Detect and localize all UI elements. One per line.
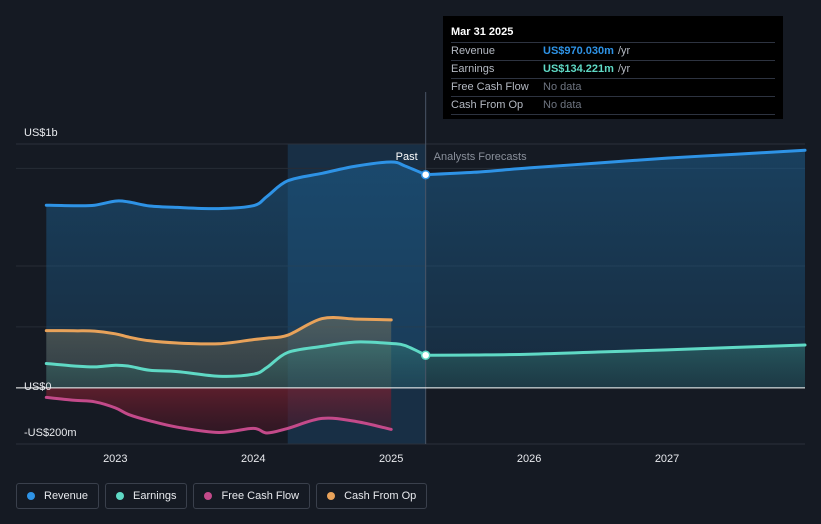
series-line-revenue bbox=[44, 160, 428, 211]
series-line-free-cash-flow bbox=[44, 395, 393, 435]
y-axis-labels: US$1b US$0 -US$200m bbox=[24, 127, 77, 439]
tooltip-value: No data bbox=[543, 81, 582, 93]
x-tick-label: 2024 bbox=[241, 453, 265, 465]
tooltip-label: Earnings bbox=[451, 63, 495, 75]
legend-dot-icon bbox=[27, 492, 35, 500]
tooltip-label: Free Cash Flow bbox=[451, 81, 529, 93]
legend-label: Earnings bbox=[133, 490, 177, 502]
past-label: Past bbox=[396, 151, 418, 163]
forecast-line-earnings bbox=[424, 343, 807, 357]
forecast-start-markers bbox=[420, 169, 431, 360]
tooltip-label: Revenue bbox=[451, 45, 496, 57]
marker-revenue bbox=[420, 169, 431, 180]
x-axis-labels: 2023 2024 2025 2026 2027 bbox=[103, 453, 679, 465]
legend-label: Revenue bbox=[44, 490, 89, 502]
x-tick-label: 2025 bbox=[379, 453, 403, 465]
legend-item-cash-from-op[interactable]: Cash From Op bbox=[316, 483, 428, 509]
tooltip-unit: /yr bbox=[617, 45, 631, 57]
legend-item-free-cash-flow[interactable]: Free Cash Flow bbox=[193, 483, 311, 509]
legend-item-revenue[interactable]: Revenue bbox=[16, 483, 100, 509]
tooltip-value: No data bbox=[543, 99, 582, 111]
x-tick-label: 2026 bbox=[517, 453, 541, 465]
tooltip-unit: /yr bbox=[617, 63, 631, 75]
tooltip-value: US$134.221m bbox=[543, 63, 614, 75]
tooltip-value: US$970.030m bbox=[543, 45, 614, 57]
tooltip-row-earnings: Earnings US$134.221m /yr bbox=[451, 60, 775, 78]
x-tick-label: 2027 bbox=[655, 453, 679, 465]
legend-dot-icon bbox=[116, 492, 125, 500]
tooltip-label: Cash From Op bbox=[451, 99, 524, 111]
legend-label: Cash From Op bbox=[344, 490, 417, 502]
forecast-label: Analysts Forecasts bbox=[434, 151, 527, 163]
tooltip-row-free-cash-flow: Free Cash Flow No data bbox=[451, 78, 775, 96]
series-lines bbox=[44, 148, 807, 435]
forecast-line-revenue bbox=[424, 148, 807, 177]
x-tick-label: 2023 bbox=[103, 453, 127, 465]
tooltip-row-cash-from-op: Cash From Op No data bbox=[451, 96, 775, 115]
tooltip-row-revenue: Revenue US$970.030m /yr bbox=[451, 42, 775, 60]
legend-dot-icon bbox=[204, 492, 213, 500]
legend: Revenue Earnings Free Cash Flow Cash Fro… bbox=[16, 483, 428, 509]
marker-earnings bbox=[420, 350, 431, 360]
legend-item-earnings[interactable]: Earnings bbox=[105, 483, 188, 509]
y-tick-label: US$1b bbox=[24, 127, 58, 139]
legend-dot-icon bbox=[327, 492, 336, 500]
series-line-earnings bbox=[44, 340, 428, 378]
tooltip: Mar 31 2025 Revenue US$970.030m /yr Earn… bbox=[443, 16, 783, 119]
y-tick-label: US$0 bbox=[24, 381, 52, 393]
tooltip-date: Mar 31 2025 bbox=[451, 26, 514, 38]
series-line-cash-from-op bbox=[44, 316, 393, 346]
legend-label: Free Cash Flow bbox=[221, 490, 300, 502]
y-tick-label: -US$200m bbox=[24, 427, 77, 439]
